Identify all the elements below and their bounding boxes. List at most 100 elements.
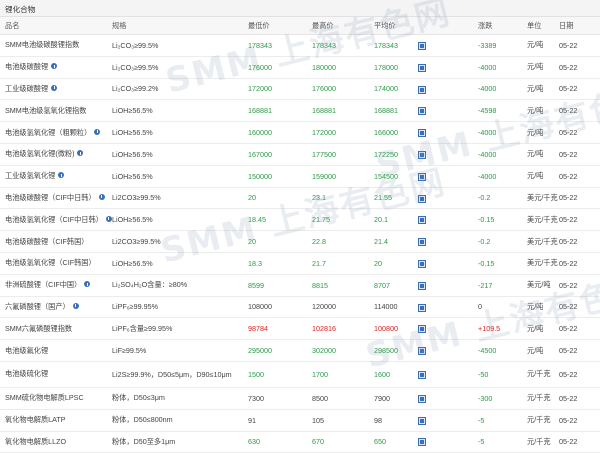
avg-price: 20.1 xyxy=(374,208,418,232)
product-name[interactable]: 电池级氢氧化锂(微粉) xyxy=(0,143,112,166)
product-name-text[interactable]: 电池级氢氧化锂（粗颗粒） xyxy=(5,127,92,137)
chart-icon[interactable] xyxy=(418,85,426,94)
chart-icon[interactable] xyxy=(418,303,426,312)
chart-icon[interactable] xyxy=(418,41,426,50)
info-icon[interactable] xyxy=(98,193,105,200)
info-icon[interactable] xyxy=(51,84,58,91)
product-name-text[interactable]: 氧化物电解质LLZO xyxy=(5,436,67,446)
table-row[interactable]: SMM电池级碳酸锂指数 Li₂CO₃≥99.5% 178343 178343 17834… xyxy=(0,34,600,57)
chart-icon[interactable] xyxy=(418,281,426,290)
chart-icon[interactable] xyxy=(418,216,426,225)
product-name-text[interactable]: 工业级氢氧化锂 xyxy=(5,171,56,181)
chart-icon[interactable] xyxy=(418,107,426,116)
low-price-text: 150000 xyxy=(248,171,272,181)
product-name-text[interactable]: SMM硫化物电解质LPSC xyxy=(5,393,84,403)
product-name-text[interactable]: 工业级碳酸锂 xyxy=(5,83,49,93)
table-row[interactable]: 电池级碳酸锂 Li₂CO₃≥99.5% 176000 180000 178000 -400… xyxy=(0,56,600,79)
product-name-text[interactable]: 电池级碳酸锂（CIF韩国） xyxy=(5,236,89,246)
product-name[interactable]: 电池级氢氧化锂（粗颗粒） xyxy=(0,121,112,144)
table-row[interactable]: 电池级氢氧化锂（CIF韩国） LiOH≥56.5% 18.3 21.7 20 -0.15 美… xyxy=(0,252,600,275)
info-icon[interactable] xyxy=(77,150,84,157)
product-name[interactable]: SMM硫化物电解质LPSC xyxy=(0,387,112,410)
chart-icon[interactable] xyxy=(418,416,426,425)
product-name[interactable]: 工业级碳酸锂 xyxy=(0,78,112,101)
chart-icon[interactable] xyxy=(418,438,426,447)
low-price-text: 91 xyxy=(248,415,256,425)
table-row[interactable]: 电池级碳酸锂（CIF中日韩） Li2CO3≥99.5% 20 23.1 21.55 -0.… xyxy=(0,187,600,210)
product-name[interactable]: 六氟磷酸锂（国产） xyxy=(0,296,112,319)
table-row[interactable]: 电池级氢氧化锂(微粉) LiOH≥56.5% 167000 177500 172250 -… xyxy=(0,143,600,166)
info-icon[interactable] xyxy=(84,281,91,288)
table-row[interactable]: 电池级碳酸锂（CIF韩国） Li2CO3≥99.5% 20 22.8 21.4 -0.2 美… xyxy=(0,230,600,253)
chart-icon[interactable] xyxy=(418,347,426,356)
info-icon[interactable] xyxy=(105,215,112,222)
product-name[interactable]: SMM电池级碳酸锂指数 xyxy=(0,34,112,57)
product-name[interactable]: 电池级硫化锂 xyxy=(0,361,112,388)
product-name[interactable]: 非洲硫酸锂（CIF中国） xyxy=(0,274,112,297)
table-row[interactable]: 电池级氟化锂 LiF≥99.5% 295000 302000 298500 -4500 元/… xyxy=(0,339,600,362)
chart-icon[interactable] xyxy=(418,172,426,181)
table-row[interactable]: 氧化物电解质LATP 粉体，D50≤800nm 91 105 98 -5 元/千克 05-22 xyxy=(0,409,600,432)
header-spec: 规格 xyxy=(112,17,248,35)
chart-icon[interactable] xyxy=(418,238,426,247)
table-row[interactable]: 六氟磷酸锂（国产） LiPF₆≥99.95% 108000 120000 114000 0… xyxy=(0,296,600,319)
product-name-text[interactable]: SMM六氟磷酸锂指数 xyxy=(5,323,73,333)
chart-icon[interactable] xyxy=(418,371,426,379)
table-row[interactable]: 工业级碳酸锂 Li₂CO₃≥99.2% 172000 176000 174000 -400… xyxy=(0,78,600,101)
chart-icon[interactable] xyxy=(418,325,426,334)
table-row[interactable]: 电池级硫化锂 Li2S≥99.9%，D50≤5μm，D90≤10μm 1500 170… xyxy=(0,361,600,388)
date-text: 05-22 xyxy=(559,393,578,403)
high-price: 168881 xyxy=(312,99,374,123)
chart-icon[interactable] xyxy=(418,129,426,138)
date-text: 05-22 xyxy=(559,437,578,447)
chart-icon[interactable] xyxy=(418,394,426,403)
date-text: 05-22 xyxy=(559,128,578,138)
product-name-text[interactable]: 电池级氢氧化锂（CIF韩国） xyxy=(5,258,96,268)
table-row[interactable]: 电池级氢氧化锂（CIF中日韩） LiOH≥56.5% 18.45 21.75 20.1 -… xyxy=(0,208,600,232)
table-row[interactable]: 非洲硫酸锂（CIF中国） Li₂SO₄H₂O含量：≥80% 8599 8815 8707… xyxy=(0,274,600,297)
product-name[interactable]: 电池级碳酸锂（CIF韩国） xyxy=(0,230,112,253)
product-name[interactable]: 电池级氢氧化锂（CIF中日韩） xyxy=(0,208,112,232)
chart-icon[interactable] xyxy=(418,259,426,268)
product-name-text[interactable]: SMM电池级氢氧化锂指数 xyxy=(5,105,87,115)
product-name-text[interactable]: 电池级氟化锂 xyxy=(5,345,49,355)
table-row[interactable]: SMM硫化物电解质LPSC 粉体，D50≤3μm 7300 8500 7900 -300 元… xyxy=(0,387,600,410)
unit-text: 元/吨 xyxy=(527,40,544,50)
product-name[interactable]: 电池级氟化锂 xyxy=(0,339,112,362)
product-name[interactable]: 氧化物电解质LATP xyxy=(0,409,112,432)
product-name[interactable]: 电池级碳酸锂 xyxy=(0,56,112,79)
price-change-text: -0.15 xyxy=(478,215,495,225)
chart-icon[interactable] xyxy=(418,63,426,72)
product-name[interactable]: 氧化物电解质LLZO xyxy=(0,431,112,453)
product-name-text[interactable]: 氧化物电解质LATP xyxy=(5,415,66,425)
product-name-text[interactable]: 非洲硫酸锂（CIF中国） xyxy=(5,280,82,290)
spec-text: LiF≥99.5% xyxy=(112,346,147,356)
product-name-text[interactable]: 电池级氢氧化锂(微粉) xyxy=(5,149,75,159)
product-name-text[interactable]: 电池级碳酸锂（CIF中日韩） xyxy=(5,192,96,202)
info-icon[interactable] xyxy=(51,63,58,70)
product-name[interactable]: 电池级碳酸锂（CIF中日韩） xyxy=(0,187,112,210)
table-row[interactable]: 氧化物电解质LLZO 粉体，D50至多1μm 630 670 650 -5 元/千克 05-2… xyxy=(0,431,600,453)
product-name[interactable]: 工业级氢氧化锂 xyxy=(0,165,112,188)
chart-icon[interactable] xyxy=(418,194,426,203)
table-row[interactable]: SMM电池级氢氧化锂指数 LiOH≥56.5% 168881 168881 168881… xyxy=(0,99,600,123)
product-name[interactable]: 电池级氢氧化锂（CIF韩国） xyxy=(0,252,112,275)
info-icon[interactable] xyxy=(58,172,65,179)
product-name-text[interactable]: 电池级硫化锂 xyxy=(5,369,49,379)
high-price: 21.7 xyxy=(312,252,374,275)
product-name-text[interactable]: 电池级碳酸锂 xyxy=(5,62,49,72)
product-name-text[interactable]: SMM电池级碳酸锂指数 xyxy=(5,40,80,50)
product-name-text[interactable]: 六氟磷酸锂（国产） xyxy=(5,301,70,311)
table-row[interactable]: 工业级氢氧化锂 LiOH≥56.5% 150000 159000 154500 -4000… xyxy=(0,165,600,188)
price-change: -50 xyxy=(478,361,527,388)
product-name-text[interactable]: 电池级氢氧化锂（CIF中日韩） xyxy=(5,214,103,224)
product-name[interactable]: SMM六氟磷酸锂指数 xyxy=(0,317,112,341)
chart-icon[interactable] xyxy=(418,150,426,159)
product-name[interactable]: SMM电池级氢氧化锂指数 xyxy=(0,99,112,123)
info-icon[interactable] xyxy=(72,302,79,309)
low-price: 98784 xyxy=(248,317,312,341)
info-icon[interactable] xyxy=(94,128,101,135)
table-row[interactable]: 电池级氢氧化锂（粗颗粒） LiOH≥56.5% 160000 172000 166000… xyxy=(0,121,600,144)
avg-price-text: 98 xyxy=(374,415,382,425)
table-row[interactable]: SMM六氟磷酸锂指数 LiPF₆含量≥99.95% 98784 102816 10080… xyxy=(0,317,600,341)
